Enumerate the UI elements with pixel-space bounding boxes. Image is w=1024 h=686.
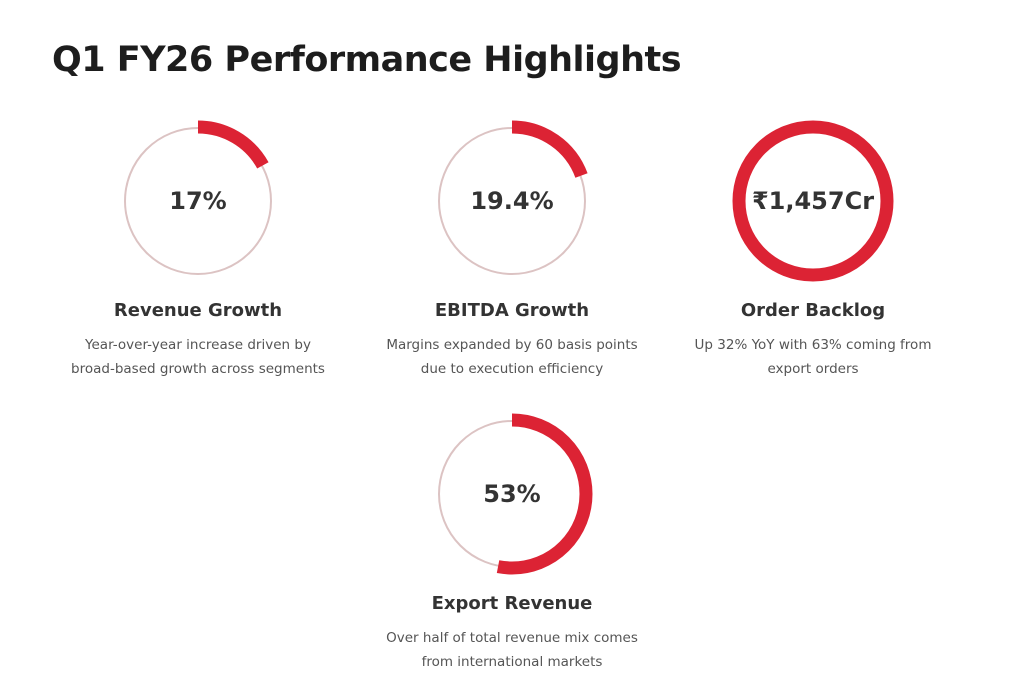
- metric-title: Revenue Growth: [113, 300, 283, 321]
- metric-value: 19.4%: [470, 187, 554, 215]
- ring-chart: [431, 413, 593, 575]
- metric-title: EBITDA Growth: [434, 300, 590, 321]
- ring-chart: [732, 120, 894, 282]
- ring-progress-arc: [431, 120, 593, 282]
- metric-title: Export Revenue: [431, 593, 593, 614]
- progress-ring: ₹1,457Cr: [728, 116, 898, 286]
- metric-description: Margins expanded by 60 basis points due t…: [386, 337, 638, 377]
- metric-description: Over half of total revenue mix comes from…: [386, 630, 638, 670]
- metric-title: Order Backlog: [740, 300, 886, 321]
- metric-value: 53%: [483, 480, 541, 508]
- metric-card-ebitda-growth: 19.4% EBITDA Growth Margins expanded by …: [352, 116, 672, 381]
- ring-chart: [117, 120, 279, 282]
- page-title: Q1 FY26 Performance Highlights: [52, 40, 682, 80]
- metric-description: Year-over-year increase driven by broad-b…: [71, 337, 325, 377]
- metric-card-export-revenue: 53% Export Revenue Over half of total re…: [352, 409, 672, 674]
- ring-progress-arc: [431, 413, 593, 575]
- metric-card-order-backlog: ₹1,457Cr Order Backlog Up 32% YoY with 6…: [653, 116, 973, 381]
- metric-description: Up 32% YoY with 63% coming from export or…: [694, 337, 932, 377]
- metric-value: ₹1,457Cr: [751, 187, 875, 215]
- metric-value: 17%: [169, 187, 227, 215]
- ring-progress-arc: [117, 120, 279, 282]
- progress-ring: 17%: [113, 116, 283, 286]
- metric-card-revenue-growth: 17% Revenue Growth Year-over-year increa…: [38, 116, 358, 381]
- progress-ring: 19.4%: [427, 116, 597, 286]
- progress-ring: 53%: [427, 409, 597, 579]
- ring-progress-arc: [732, 120, 894, 282]
- ring-chart: [431, 120, 593, 282]
